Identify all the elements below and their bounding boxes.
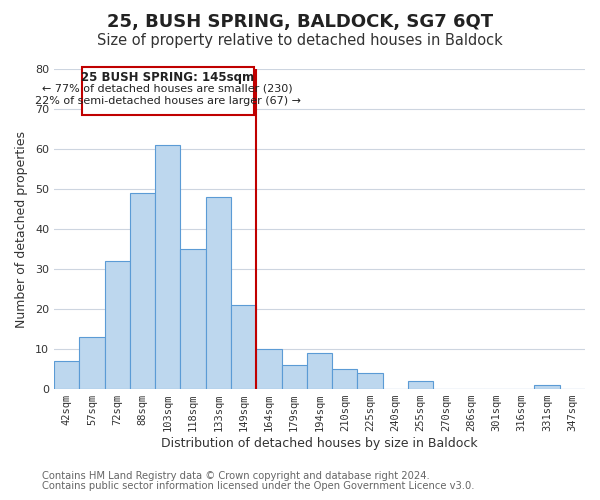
X-axis label: Distribution of detached houses by size in Baldock: Distribution of detached houses by size …	[161, 437, 478, 450]
Bar	[130, 193, 155, 389]
Bar	[155, 145, 181, 389]
Text: Contains public sector information licensed under the Open Government Licence v3: Contains public sector information licen…	[42, 481, 475, 491]
Bar	[256, 349, 281, 389]
Bar	[231, 305, 256, 389]
Text: 25, BUSH SPRING, BALDOCK, SG7 6QT: 25, BUSH SPRING, BALDOCK, SG7 6QT	[107, 12, 493, 30]
Y-axis label: Number of detached properties: Number of detached properties	[15, 130, 28, 328]
Bar	[104, 261, 130, 389]
Bar	[281, 365, 307, 389]
Text: Size of property relative to detached houses in Baldock: Size of property relative to detached ho…	[97, 32, 503, 48]
Bar	[535, 385, 560, 389]
Bar	[358, 373, 383, 389]
Bar	[307, 353, 332, 389]
Text: Contains HM Land Registry data © Crown copyright and database right 2024.: Contains HM Land Registry data © Crown c…	[42, 471, 430, 481]
Text: ← 77% of detached houses are smaller (230): ← 77% of detached houses are smaller (23…	[43, 84, 293, 94]
Bar	[332, 369, 358, 389]
Bar	[54, 361, 79, 389]
Bar	[206, 197, 231, 389]
Text: 25 BUSH SPRING: 145sqm: 25 BUSH SPRING: 145sqm	[81, 71, 254, 84]
Bar	[181, 249, 206, 389]
Bar	[408, 381, 433, 389]
Text: 22% of semi-detached houses are larger (67) →: 22% of semi-detached houses are larger (…	[35, 96, 301, 106]
Bar	[79, 337, 104, 389]
